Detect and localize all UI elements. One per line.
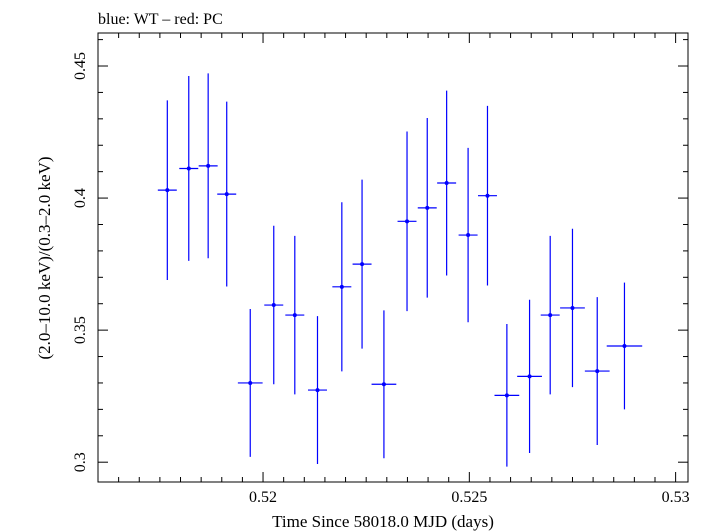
data-point [371, 310, 397, 459]
x-tick-label: 0.53 [662, 489, 690, 506]
data-marker [570, 305, 575, 310]
data-point [437, 90, 457, 276]
data-point [332, 202, 352, 372]
x-axis: 0.52 0.525 0.53 [97, 33, 690, 506]
data-point [157, 100, 177, 280]
data-point [198, 73, 218, 259]
data-marker [527, 374, 532, 379]
data-marker [315, 388, 320, 393]
data-point [606, 282, 643, 410]
data-marker [165, 188, 170, 193]
data-point [179, 76, 199, 261]
data-point [285, 235, 305, 395]
y-tick-label: 0.4 [72, 188, 89, 208]
data-point [417, 118, 437, 298]
data-marker [271, 303, 276, 308]
x-tick-label: 0.525 [451, 489, 487, 506]
data-marker [224, 192, 229, 197]
data-points [157, 73, 643, 467]
data-marker [405, 219, 410, 224]
x-tick-label: 0.52 [249, 489, 277, 506]
x-axis-label: Time Since 58018.0 MJD (days) [272, 512, 494, 531]
data-marker [595, 369, 600, 374]
data-point [237, 309, 263, 457]
plot-frame [97, 32, 689, 483]
data-marker [504, 393, 509, 398]
data-point [540, 235, 560, 395]
data-point [397, 131, 417, 312]
data-marker [381, 382, 386, 387]
data-point [352, 179, 372, 349]
y-axis: 0.3 0.35 0.4 0.45 [72, 39, 688, 472]
data-marker [186, 166, 191, 171]
header-note: blue: WT – red: PC [98, 11, 223, 28]
data-marker [425, 205, 430, 210]
data-marker [206, 163, 211, 168]
data-marker [339, 284, 344, 289]
data-point [584, 297, 610, 446]
data-point [308, 316, 327, 465]
data-point [517, 299, 542, 453]
y-tick-label: 0.45 [72, 52, 89, 80]
data-point [477, 105, 497, 286]
data-marker [622, 343, 627, 348]
data-marker [444, 181, 449, 186]
y-axis-label: (2.0–10.0 keV)/(0.3–2.0 keV) [35, 156, 54, 359]
data-point [217, 101, 237, 287]
data-point [458, 147, 478, 323]
data-point [560, 228, 585, 388]
data-marker [466, 233, 471, 238]
y-tick-label: 0.3 [72, 452, 89, 472]
data-marker [485, 193, 490, 198]
data-point [494, 324, 520, 467]
data-marker [292, 313, 297, 318]
data-marker [548, 313, 553, 318]
y-tick-label: 0.35 [72, 316, 89, 344]
data-point [264, 225, 284, 385]
data-marker [248, 380, 253, 385]
data-marker [360, 262, 365, 267]
